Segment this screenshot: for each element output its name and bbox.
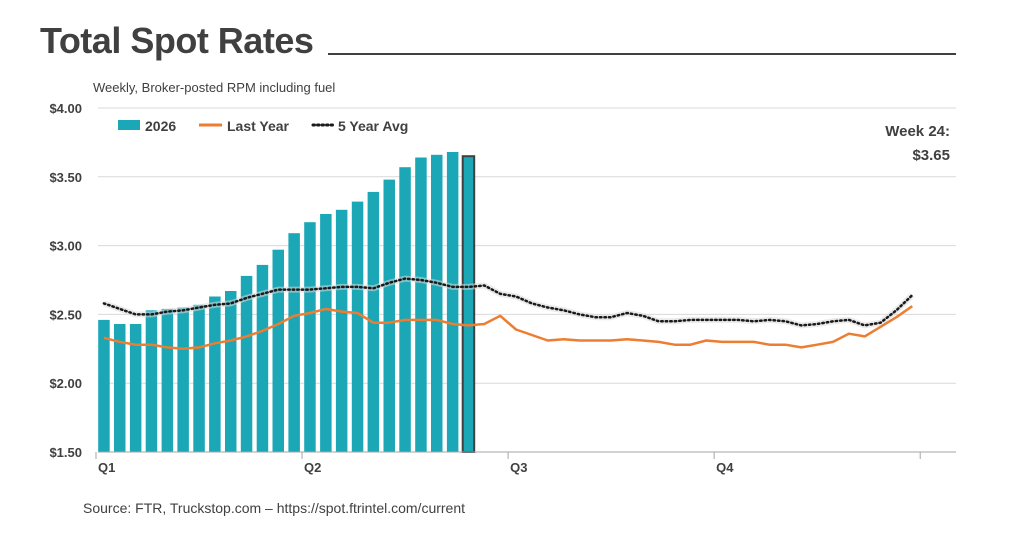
bar [114,324,126,452]
bar [98,319,110,452]
legend-label-2026: 2026 [145,118,176,134]
bar [351,201,364,452]
week-annotation-value: $3.65 [912,147,950,164]
line-series-layer [102,275,915,351]
y-tick-label: $2.50 [49,307,82,322]
y-tick-label: $3.50 [49,170,82,185]
bar [193,304,205,452]
bar [145,310,158,452]
y-tick-label: $3.00 [49,239,82,254]
bar [320,214,332,452]
y-tick-label: $4.00 [49,101,82,116]
x-tick-label: Q3 [510,460,527,475]
legend-label-last-year: Last Year [227,118,290,134]
source-note: Source: FTR, Truckstop.com – https://spo… [83,500,466,516]
x-tick-label: Q2 [304,460,321,475]
chart-title: Total Spot Rates [40,20,314,61]
last-year-line [103,305,914,351]
bar [304,222,316,452]
x-tick-label: Q4 [716,460,734,475]
bar [415,157,427,452]
bar [288,233,300,452]
five-year-avg-line [102,277,914,327]
bar [335,209,348,452]
bar [209,296,221,452]
y-tick-label: $2.00 [49,376,82,391]
bar [225,291,237,452]
y-axis-ticks: $1.50 $2.00 $2.50 $3.00 $3.50 $4.00 [49,101,82,460]
bar [431,154,443,453]
x-axis: Q1 Q2 Q3 Q4 [95,451,956,475]
bar [272,249,284,452]
bar [383,179,395,452]
week-annotation-label: Week 24: [885,123,950,140]
legend-label-5yr-avg: 5 Year Avg [338,118,408,134]
bar [399,167,411,452]
bar [240,275,253,452]
legend-swatch-2026 [118,120,140,130]
bar [256,264,269,452]
bar [446,152,459,452]
y-tick-label: $1.50 [49,445,82,460]
x-tick-label: Q1 [98,460,115,475]
bar-series-2026 [98,152,476,453]
bar-highlight [461,155,476,453]
bar [129,324,142,452]
chart-subtitle: Weekly, Broker-posted RPM including fuel [93,80,336,95]
legend: 2026 Last Year 5 Year Avg [118,118,408,134]
bar [177,307,189,452]
bar [161,308,174,452]
title-underline [328,53,956,55]
